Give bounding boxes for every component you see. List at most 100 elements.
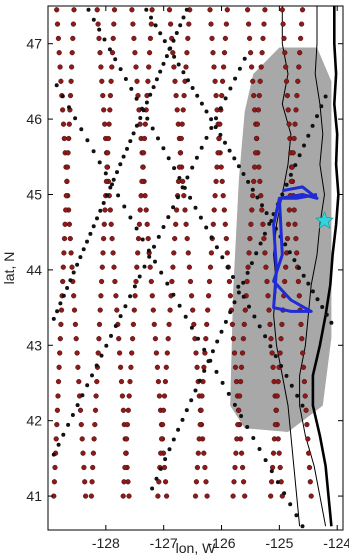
red-point xyxy=(54,7,60,13)
red-point xyxy=(98,278,105,285)
red-point xyxy=(282,50,288,56)
red-point xyxy=(227,293,234,299)
black-point xyxy=(165,281,170,286)
black-point xyxy=(260,203,264,208)
red-point xyxy=(220,193,226,199)
red-point xyxy=(109,236,115,242)
red-point xyxy=(246,21,252,27)
red-point xyxy=(276,450,282,456)
red-point xyxy=(133,278,139,285)
black-point xyxy=(264,211,269,216)
black-point xyxy=(95,216,99,221)
black-point xyxy=(148,92,153,97)
red-point xyxy=(81,464,87,471)
red-point xyxy=(132,50,138,56)
black-point xyxy=(168,46,173,51)
black-point xyxy=(67,105,71,110)
red-point xyxy=(66,135,72,142)
red-point xyxy=(170,50,176,56)
red-point xyxy=(141,150,147,156)
black-point xyxy=(213,125,218,130)
red-point xyxy=(244,278,250,285)
red-point xyxy=(268,336,274,342)
red-point xyxy=(223,236,229,242)
red-point xyxy=(191,321,197,328)
black-point xyxy=(97,27,102,32)
y-axis: 41 42 43 44 45 46 47 xyxy=(26,36,343,504)
red-point xyxy=(71,7,77,13)
black-point xyxy=(166,215,171,220)
red-point xyxy=(77,407,84,413)
red-point xyxy=(140,164,146,170)
red-point xyxy=(113,293,119,299)
black-point xyxy=(310,123,315,128)
black-point xyxy=(315,114,319,119)
red-point xyxy=(60,264,66,270)
black-point xyxy=(180,185,185,190)
red-point xyxy=(233,450,239,456)
red-point xyxy=(203,479,209,485)
black-point xyxy=(125,146,129,151)
black-point xyxy=(202,368,207,373)
red-point xyxy=(283,264,289,270)
black-point xyxy=(158,31,163,36)
red-point xyxy=(167,307,173,313)
black-point xyxy=(123,77,128,81)
red-point xyxy=(160,422,166,428)
red-point xyxy=(97,307,103,313)
red-point xyxy=(239,350,246,356)
red-point xyxy=(92,407,99,413)
black-point xyxy=(236,284,241,289)
red-point xyxy=(80,450,86,456)
red-point xyxy=(82,493,89,499)
red-point xyxy=(57,336,63,342)
black-point xyxy=(223,319,228,324)
red-point xyxy=(111,7,118,13)
red-point xyxy=(178,135,184,142)
red-point xyxy=(68,250,74,256)
red-point xyxy=(69,264,75,270)
black-point xyxy=(128,215,133,220)
red-point xyxy=(294,92,300,99)
black-point xyxy=(257,447,262,451)
red-point xyxy=(236,407,242,413)
red-point xyxy=(250,78,256,84)
red-point xyxy=(261,21,267,27)
black-point xyxy=(268,344,273,349)
red-point xyxy=(163,479,169,485)
red-point xyxy=(64,164,71,170)
red-point xyxy=(299,336,305,342)
red-point xyxy=(212,78,218,84)
black-point xyxy=(172,166,177,171)
red-point xyxy=(264,278,270,285)
black-point xyxy=(91,224,96,229)
red-point xyxy=(273,407,279,413)
red-point xyxy=(247,35,253,42)
black-point xyxy=(249,261,254,266)
black-point xyxy=(204,109,209,114)
red-point xyxy=(151,321,157,328)
red-point xyxy=(133,64,139,70)
red-point xyxy=(232,364,239,370)
red-point xyxy=(103,178,110,185)
red-point xyxy=(238,379,244,385)
black-point xyxy=(85,383,90,388)
red-point xyxy=(281,35,287,42)
black-point xyxy=(183,314,188,319)
red-point xyxy=(52,464,58,471)
black-point xyxy=(329,320,334,325)
black-point xyxy=(161,146,166,151)
black-point xyxy=(113,57,118,62)
red-point xyxy=(131,35,137,42)
black-point xyxy=(85,138,90,143)
red-point xyxy=(70,35,76,42)
black-point xyxy=(215,339,220,344)
red-point xyxy=(61,250,67,256)
red-point xyxy=(215,150,221,156)
red-point xyxy=(105,135,112,142)
red-point xyxy=(211,207,217,213)
red-point xyxy=(121,479,127,485)
black-point xyxy=(287,250,292,255)
black-point xyxy=(228,310,233,315)
red-point xyxy=(154,364,161,370)
